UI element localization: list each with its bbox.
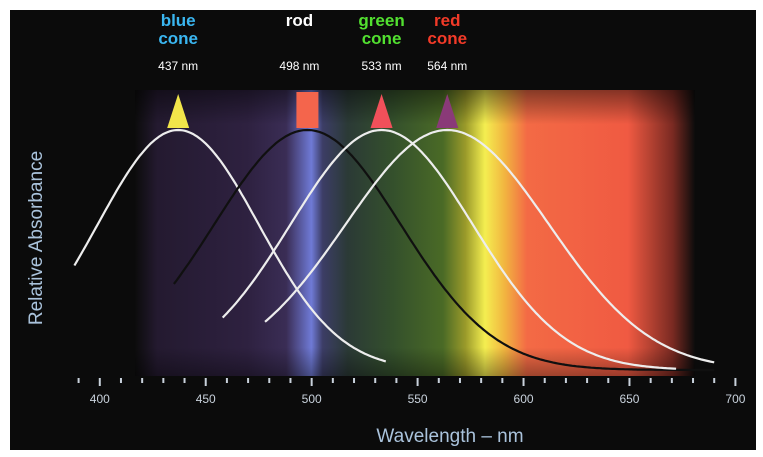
x-axis-title: Wavelength – nm [376, 426, 523, 447]
curve-green-cone [221, 128, 677, 370]
curves-layer [73, 128, 715, 372]
label-blue-cone-line2: cone [158, 29, 198, 48]
label-green-cone-line2: cone [362, 29, 402, 48]
tick-label-550: 550 [408, 392, 428, 406]
marker-rod [296, 92, 319, 128]
tick-label-650: 650 [619, 392, 639, 406]
label-green-cone-line1: green [358, 11, 404, 30]
label-blue-cone-peak: 437 nm [158, 59, 198, 73]
x-axis: 400 450 500 550 600 650 700 [77, 378, 746, 406]
markers-layer [167, 92, 459, 128]
chart-frame: blue cone 437 nm rod 498 nm green cone 533 nm re… [10, 10, 756, 450]
label-red-cone-peak: 564 nm [427, 59, 467, 73]
label-rod-peak: 498 nm [279, 59, 319, 73]
label-red-cone-line1: red [434, 11, 460, 30]
tick-label-450: 450 [196, 392, 216, 406]
marker-blue-cone [167, 94, 190, 128]
marker-green-cone [370, 94, 393, 128]
curve-red-cone [264, 128, 715, 364]
tick-label-400: 400 [90, 392, 110, 406]
curve-rod [173, 128, 715, 372]
spectrum-fade [135, 90, 695, 376]
tick-label-700: 700 [725, 392, 745, 406]
tick-label-600: 600 [514, 392, 534, 406]
y-axis-title: Relative Absorbance [26, 151, 47, 325]
tick-label-500: 500 [302, 392, 322, 406]
label-red-cone-line2: cone [427, 29, 467, 48]
label-green-cone-peak: 533 nm [362, 59, 402, 73]
label-rod-line1: rod [286, 11, 313, 30]
marker-red-cone [436, 94, 459, 128]
label-blue-cone-line1: blue [161, 11, 196, 30]
curve-blue-cone [73, 128, 387, 363]
